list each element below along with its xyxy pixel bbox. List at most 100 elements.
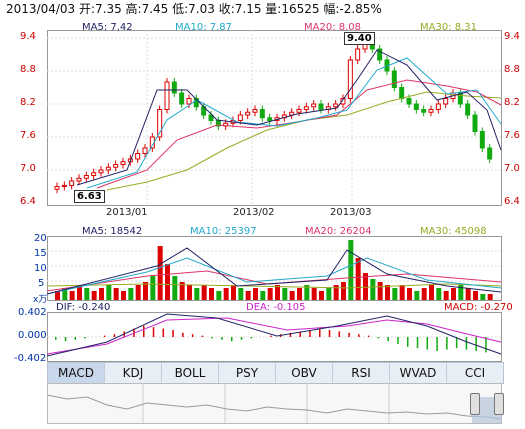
vol-ma10-legend: MA10: 25397 — [190, 226, 257, 237]
volume-bar — [157, 246, 163, 300]
volume-bar — [216, 291, 222, 300]
macd-bar — [231, 337, 233, 342]
high-marker: 9.40 — [344, 32, 375, 45]
volume-bar — [341, 282, 346, 300]
macd-bar — [162, 328, 165, 337]
candle-body — [340, 98, 346, 105]
volume-bar — [326, 288, 332, 300]
macd-bar — [211, 337, 213, 339]
candle-body — [347, 59, 353, 99]
candle-body — [472, 114, 478, 132]
volume-bar — [421, 288, 427, 300]
macd-bar — [358, 334, 360, 337]
candle-body — [399, 87, 405, 99]
volume-bar — [223, 288, 229, 300]
vol-tick: 15 — [34, 248, 47, 259]
volume-bar — [143, 282, 148, 300]
macd-bar — [182, 332, 184, 337]
volume-bar — [267, 288, 273, 300]
volume-bar — [480, 294, 486, 300]
macd-bar — [407, 337, 409, 347]
candle-body — [61, 184, 67, 187]
date-label: 2013/01 — [106, 207, 148, 218]
candle-body — [120, 161, 126, 165]
tab-wvad[interactable]: WVAD — [390, 363, 447, 383]
volume-bar — [436, 288, 442, 300]
candle-body — [113, 164, 119, 168]
price-tick-right: 8.2 — [504, 97, 520, 108]
tab-kdj[interactable]: KDJ — [105, 363, 162, 383]
macd-chart[interactable] — [47, 312, 502, 362]
volume-bar — [231, 285, 236, 300]
volume-bar — [392, 288, 398, 300]
volume-bar — [194, 288, 200, 300]
candle-body — [142, 147, 148, 154]
candle-body — [179, 92, 185, 105]
candle-body — [421, 109, 427, 113]
volume-bar — [91, 291, 97, 300]
candle-body — [487, 147, 493, 160]
volume-bar — [260, 291, 266, 300]
macd-bar — [191, 334, 194, 337]
candle-body — [186, 98, 192, 105]
volume-bar — [113, 288, 119, 300]
dea-line — [47, 317, 502, 355]
price-tick-left: 8.8 — [20, 64, 36, 75]
volume-bar — [275, 285, 280, 300]
navigator-left-handle[interactable] — [470, 393, 480, 415]
vol-ma5-line — [47, 247, 502, 295]
vol-tick: 10 — [34, 263, 47, 274]
candle-body — [259, 109, 265, 119]
tab-cci[interactable]: CCI — [464, 366, 486, 380]
macd-bar — [221, 337, 223, 340]
volume-bar — [245, 291, 251, 300]
volume-bar — [407, 288, 412, 300]
volume-chart[interactable] — [47, 236, 502, 301]
range-navigator[interactable] — [47, 383, 502, 425]
volume-bar — [473, 291, 478, 300]
macd-bar — [319, 328, 321, 337]
ma20-legend: MA20: 8.08 — [304, 22, 362, 33]
volume-bar — [69, 291, 75, 300]
volume-bar — [282, 288, 288, 300]
candle-body — [245, 111, 251, 116]
vol-ma20-legend: MA20: 26204 — [305, 226, 372, 237]
macd-bar — [172, 330, 174, 337]
macd-bar — [485, 337, 487, 353]
macd-bar — [84, 337, 86, 339]
tab-boll[interactable]: BOLL — [162, 363, 219, 383]
candle-body — [91, 172, 97, 176]
tab-obv[interactable]: OBV — [276, 363, 333, 383]
candles-group — [54, 39, 493, 194]
vol-ma30-line — [47, 283, 502, 289]
candle-body — [237, 114, 243, 121]
navigator-right-handle[interactable] — [494, 393, 504, 415]
volume-bar — [201, 285, 207, 300]
ma10-legend: MA10: 7.87 — [175, 22, 233, 33]
volume-bar — [253, 288, 258, 300]
tab-rsi[interactable]: RSI — [333, 363, 390, 383]
tab-macd[interactable]: MACD — [48, 363, 105, 383]
macd-bar — [416, 337, 419, 349]
volume-bar — [238, 288, 244, 300]
volume-bar — [165, 264, 170, 300]
candle-body — [303, 106, 309, 110]
candle-body — [435, 103, 441, 110]
candle-body — [76, 177, 82, 182]
macd-bar — [455, 337, 458, 349]
vol-tick: 20 — [34, 233, 47, 244]
macd-bar — [377, 337, 380, 339]
macd-bar — [348, 332, 350, 337]
volume-bar — [289, 291, 295, 300]
macd-bar — [113, 334, 116, 337]
macd-bar — [74, 337, 77, 340]
candlestick-chart[interactable] — [47, 30, 502, 206]
volume-bar — [429, 285, 434, 300]
vol-tick: 5 — [38, 278, 45, 289]
dif-label: DIF: -0.240 — [56, 302, 111, 313]
tab-psy[interactable]: PSY — [219, 363, 276, 383]
candle-body — [98, 169, 104, 174]
macd-bar — [436, 337, 438, 351]
macd-tick: 0.000 — [18, 330, 47, 341]
macd-bar — [250, 337, 253, 339]
